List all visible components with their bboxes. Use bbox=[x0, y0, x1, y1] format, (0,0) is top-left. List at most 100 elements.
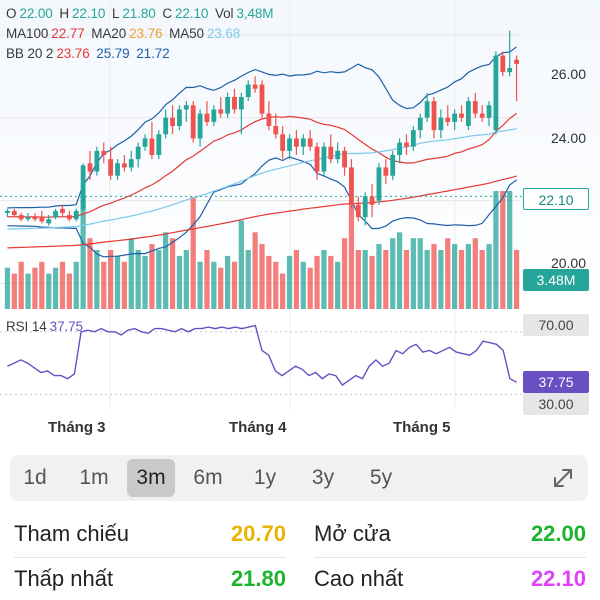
volume-bar bbox=[458, 250, 465, 309]
price-tick-26: 26.00 bbox=[550, 66, 586, 82]
ma20-label: MA20 bbox=[91, 26, 127, 41]
volume-bar bbox=[87, 238, 93, 309]
chart-canvas[interactable] bbox=[0, 0, 600, 445]
stats-divider-right bbox=[314, 557, 586, 558]
volume-bar bbox=[197, 261, 203, 309]
volume-bar bbox=[273, 261, 279, 309]
volume-bar bbox=[493, 191, 499, 309]
close-value: 22.10 bbox=[175, 6, 209, 21]
price-tick-24: 24.00 bbox=[550, 130, 586, 146]
candle-body bbox=[53, 210, 59, 218]
volume-bar bbox=[73, 261, 79, 309]
rsi-legend: RSI 14 37.75 bbox=[6, 319, 86, 334]
reference-price-label: Tham chiếu bbox=[14, 521, 129, 546]
candle-body bbox=[479, 113, 485, 118]
candle-body bbox=[183, 105, 189, 110]
stock-chart[interactable]: O 22.00 H 22.10 L 21.80 C 22.10 Vol 3,48M MA1… bbox=[0, 0, 600, 445]
volume-bar bbox=[286, 255, 293, 309]
volume-bar bbox=[59, 261, 66, 309]
high-label: H bbox=[59, 6, 70, 21]
price-tick-20: 20.00 bbox=[550, 255, 586, 271]
candle-body bbox=[121, 163, 127, 168]
volume-bar bbox=[18, 261, 24, 309]
candle-body bbox=[156, 134, 162, 155]
candle-body bbox=[170, 117, 175, 126]
bollinger-mid-line bbox=[7, 112, 517, 218]
range-button-6m[interactable]: 6m bbox=[193, 466, 223, 489]
candle-body bbox=[39, 217, 45, 222]
candle-body bbox=[507, 68, 513, 73]
rsi-value-tag: 37.75 bbox=[523, 371, 589, 393]
volume-bar bbox=[396, 232, 403, 309]
range-button-3m[interactable]: 3m bbox=[127, 459, 175, 497]
candle-body bbox=[465, 101, 471, 126]
candle-body bbox=[94, 150, 100, 172]
volume-bar bbox=[80, 196, 86, 309]
ma100-line bbox=[7, 175, 517, 249]
candle-body bbox=[87, 163, 93, 172]
candle-body bbox=[108, 159, 114, 176]
candle-body bbox=[280, 134, 286, 151]
volume-bar bbox=[231, 261, 238, 309]
rsi-label: RSI 14 bbox=[6, 319, 47, 334]
candle-body bbox=[60, 208, 65, 213]
volume-bar bbox=[513, 250, 520, 309]
expand-icon[interactable] bbox=[550, 465, 576, 491]
range-button-1d[interactable]: 1d bbox=[23, 466, 47, 489]
volume-bar bbox=[300, 261, 306, 309]
volume-bar bbox=[149, 244, 155, 309]
volume-bar bbox=[142, 255, 148, 309]
range-button-1y[interactable]: 1y bbox=[253, 466, 277, 489]
volume-bar bbox=[190, 196, 196, 309]
range-button-1m[interactable]: 1m bbox=[79, 466, 109, 489]
candle-body bbox=[362, 196, 368, 218]
volume-bar bbox=[472, 238, 478, 309]
time-range-selector: 1d 1m 3m 6m 1y 3y 5y bbox=[10, 455, 588, 501]
volume-bar bbox=[328, 255, 334, 309]
volume-bar bbox=[238, 220, 244, 309]
current-price-tag: 22.10 bbox=[523, 188, 589, 210]
volume-bar bbox=[465, 244, 472, 309]
range-button-5y[interactable]: 5y bbox=[369, 466, 393, 489]
candle-body bbox=[135, 146, 141, 160]
candle-body bbox=[307, 138, 313, 147]
volume-bar bbox=[410, 238, 416, 309]
volume-bar bbox=[156, 250, 162, 309]
volume-bar bbox=[101, 261, 107, 309]
volume-bar bbox=[25, 273, 31, 309]
volume-bar bbox=[507, 191, 513, 309]
volume-tag: 3.48M bbox=[523, 269, 589, 291]
candle-body bbox=[245, 84, 251, 97]
volume-bar bbox=[307, 267, 313, 309]
volume-bar bbox=[94, 250, 100, 309]
bollinger-lower-line bbox=[7, 156, 517, 258]
candle-body bbox=[431, 101, 437, 131]
candle-body bbox=[80, 165, 86, 209]
candle-body bbox=[438, 117, 444, 131]
bb-upper-value: 25.79 bbox=[96, 46, 130, 61]
reference-price-value: 20.70 bbox=[230, 521, 286, 546]
candle-body bbox=[349, 167, 354, 205]
volume-bar bbox=[4, 267, 11, 309]
volume-bar bbox=[280, 273, 286, 309]
range-button-3y[interactable]: 3y bbox=[311, 466, 335, 489]
volume-bar bbox=[486, 244, 492, 309]
candle-body bbox=[238, 97, 244, 110]
volume-bar bbox=[321, 250, 327, 309]
rsi-legend-value: 37.75 bbox=[49, 319, 83, 334]
candle-body bbox=[18, 215, 24, 220]
candle-body bbox=[369, 196, 375, 205]
volume-bar bbox=[176, 255, 183, 309]
volume-bar bbox=[266, 255, 272, 309]
volume-bar bbox=[52, 267, 59, 309]
candle-body bbox=[514, 59, 519, 64]
price-pane-background bbox=[0, 0, 600, 310]
candle-body bbox=[211, 109, 217, 122]
bb-lower-value: 21.72 bbox=[136, 46, 170, 61]
candle-body bbox=[342, 150, 347, 168]
candle-body bbox=[225, 97, 231, 114]
bb-label: BB 20 2 bbox=[6, 46, 54, 61]
volume-bar bbox=[128, 238, 134, 309]
volume-bar bbox=[39, 261, 45, 309]
rsi-line bbox=[7, 324, 517, 386]
